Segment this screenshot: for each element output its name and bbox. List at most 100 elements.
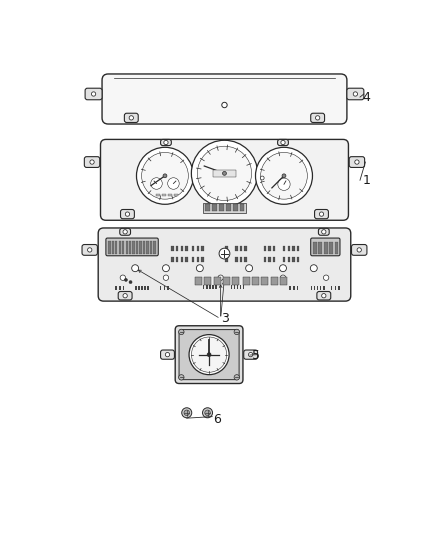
Circle shape — [123, 230, 127, 234]
Bar — [205, 204, 210, 211]
Bar — [268, 257, 271, 262]
FancyBboxPatch shape — [85, 88, 102, 100]
Circle shape — [196, 265, 203, 272]
Bar — [112, 241, 114, 254]
Bar — [292, 257, 294, 262]
FancyBboxPatch shape — [82, 245, 97, 255]
Bar — [129, 241, 131, 254]
Bar — [297, 286, 298, 290]
Circle shape — [219, 248, 230, 259]
Circle shape — [315, 116, 320, 120]
Bar — [141, 286, 143, 290]
Circle shape — [353, 92, 357, 96]
Circle shape — [163, 174, 167, 177]
Circle shape — [179, 375, 184, 380]
Bar — [115, 286, 117, 290]
Circle shape — [357, 248, 361, 252]
Bar — [288, 257, 290, 262]
Bar — [331, 286, 332, 290]
Circle shape — [124, 278, 127, 281]
Bar — [135, 286, 137, 290]
Circle shape — [137, 147, 194, 204]
Bar — [244, 257, 247, 262]
Bar — [212, 285, 214, 288]
Bar — [192, 257, 194, 262]
Bar — [145, 286, 146, 290]
Circle shape — [88, 248, 92, 252]
Bar — [288, 246, 290, 251]
Bar — [289, 286, 291, 290]
FancyBboxPatch shape — [347, 88, 364, 100]
Circle shape — [281, 140, 285, 144]
Bar — [203, 285, 205, 288]
Circle shape — [151, 177, 162, 189]
FancyBboxPatch shape — [318, 228, 329, 235]
Bar — [283, 257, 285, 262]
Bar — [252, 277, 259, 285]
Bar — [225, 257, 228, 262]
FancyBboxPatch shape — [311, 238, 340, 256]
Bar — [320, 286, 321, 290]
Circle shape — [182, 408, 192, 418]
Circle shape — [218, 275, 223, 280]
Circle shape — [321, 294, 326, 298]
Bar — [192, 246, 194, 251]
Text: 6: 6 — [213, 413, 221, 426]
Bar — [167, 286, 169, 290]
Bar — [171, 257, 173, 262]
Bar — [119, 241, 121, 254]
Circle shape — [279, 265, 286, 272]
FancyBboxPatch shape — [85, 157, 100, 167]
FancyBboxPatch shape — [317, 292, 331, 300]
Bar — [171, 246, 173, 251]
Circle shape — [129, 280, 132, 284]
Bar — [201, 257, 204, 262]
Bar — [243, 277, 250, 285]
Circle shape — [248, 352, 253, 357]
Bar — [232, 277, 239, 285]
Bar — [235, 257, 237, 262]
Bar — [160, 286, 161, 290]
FancyBboxPatch shape — [161, 350, 174, 359]
Bar — [139, 241, 142, 254]
Bar — [225, 246, 228, 251]
Bar — [292, 246, 294, 251]
Circle shape — [207, 353, 211, 357]
Bar — [329, 242, 333, 254]
Bar — [122, 241, 124, 254]
Circle shape — [255, 147, 312, 204]
FancyBboxPatch shape — [120, 209, 134, 219]
Bar — [126, 241, 128, 254]
Bar — [235, 246, 237, 251]
Bar — [243, 285, 244, 288]
Circle shape — [261, 152, 307, 199]
Circle shape — [311, 265, 317, 272]
Bar — [240, 204, 244, 211]
Bar — [264, 246, 266, 251]
Circle shape — [168, 177, 179, 189]
Bar — [231, 285, 232, 288]
Circle shape — [323, 275, 329, 280]
Bar — [143, 241, 145, 254]
Circle shape — [123, 294, 127, 298]
Bar — [156, 194, 159, 196]
FancyBboxPatch shape — [161, 140, 171, 146]
Bar — [136, 241, 138, 254]
Bar — [237, 285, 238, 288]
Bar — [314, 286, 315, 290]
Bar — [244, 246, 247, 251]
Bar — [203, 203, 246, 213]
Bar — [168, 194, 172, 196]
Bar — [297, 246, 299, 251]
Circle shape — [198, 146, 251, 200]
Circle shape — [234, 375, 240, 380]
Circle shape — [202, 408, 212, 418]
Bar — [212, 204, 217, 211]
Circle shape — [260, 176, 264, 180]
Bar — [234, 285, 235, 288]
FancyBboxPatch shape — [179, 329, 239, 379]
Bar — [273, 257, 276, 262]
Circle shape — [125, 212, 130, 216]
FancyBboxPatch shape — [244, 350, 258, 359]
Bar — [261, 277, 268, 285]
